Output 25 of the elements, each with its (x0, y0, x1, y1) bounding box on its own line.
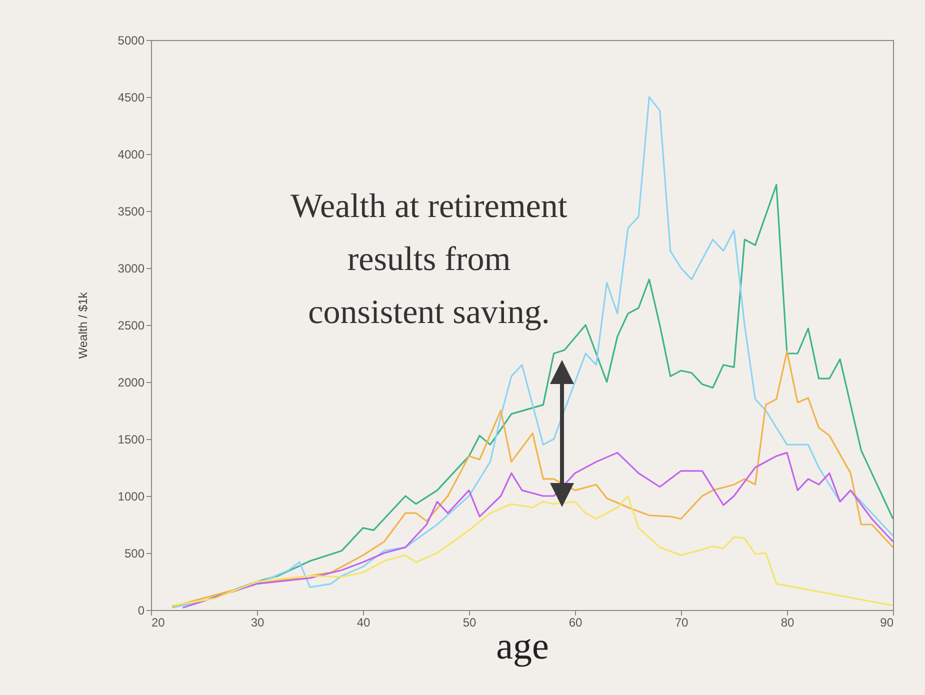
y-tick-label: 500 (124, 546, 145, 560)
x-tick-label: 40 (356, 616, 370, 630)
y-tick-label: 3000 (118, 262, 145, 276)
annotation: Wealth at retirement results from consistent saving. (290, 188, 568, 331)
y-tick-label: 4000 (118, 148, 145, 162)
y-tick-label: 1000 (118, 490, 145, 504)
x-tick-label: 50 (462, 616, 476, 630)
y-tick-label: 2000 (118, 376, 145, 390)
line-series (171, 96, 893, 609)
y-tick-label: 0 (138, 604, 145, 618)
line-series (171, 350, 893, 608)
y-tick-label: 3500 (118, 204, 145, 218)
x-axis-title: age (496, 626, 549, 668)
y-axis-title: Wealth / $1k (76, 291, 90, 359)
y-tick-label: 5000 (118, 34, 145, 48)
x-tick-label: 20 (152, 616, 166, 630)
x-tick-label: 30 (250, 616, 264, 630)
x-tick-label: 60 (568, 616, 582, 630)
x-tick-label: 70 (674, 616, 688, 630)
x-tick-label: 90 (880, 616, 894, 630)
line-series (182, 452, 893, 609)
x-tick-label: 80 (780, 616, 794, 630)
y-tick-label: 1500 (118, 432, 145, 446)
y-tick-label: 4500 (118, 90, 145, 104)
y-tick-label: 2500 (118, 318, 145, 332)
